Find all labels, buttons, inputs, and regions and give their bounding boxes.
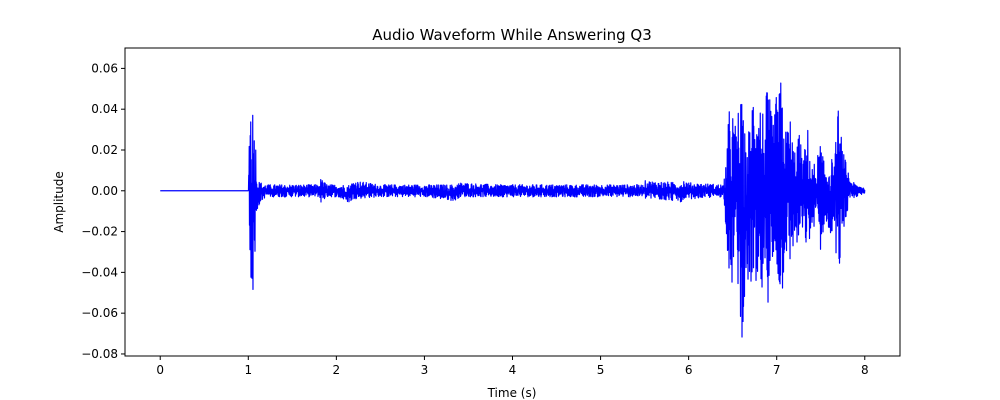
x-tick-label: 7 — [773, 363, 781, 377]
x-axis: 0 1 2 3 4 5 6 7 8 — [156, 356, 869, 377]
y-tick-label: 0.04 — [91, 102, 118, 116]
x-tick-label: 3 — [421, 363, 429, 377]
y-tick-label: −0.06 — [81, 306, 118, 320]
waveform-series — [159, 82, 866, 338]
x-axis-label: Time (s) — [487, 386, 537, 400]
y-axis: −0.08 −0.06 −0.04 −0.02 0.00 0.02 0.04 0.06 — [81, 61, 125, 361]
x-tick-label: 5 — [597, 363, 605, 377]
y-tick-label: −0.08 — [81, 347, 118, 361]
y-tick-label: 0.06 — [91, 61, 118, 75]
y-tick-label: 0.02 — [91, 143, 118, 157]
y-tick-label: −0.04 — [81, 265, 118, 279]
x-tick-label: 4 — [509, 363, 517, 377]
y-tick-label: −0.02 — [81, 225, 118, 239]
x-tick-label: 2 — [333, 363, 341, 377]
x-tick-label: 8 — [861, 363, 869, 377]
x-tick-label: 6 — [685, 363, 693, 377]
x-tick-label: 1 — [244, 363, 252, 377]
y-axis-label: Amplitude — [52, 171, 66, 233]
y-tick-label: 0.00 — [91, 184, 118, 198]
x-tick-label: 0 — [156, 363, 164, 377]
chart-title: Audio Waveform While Answering Q3 — [372, 26, 652, 44]
waveform-line — [159, 82, 866, 338]
